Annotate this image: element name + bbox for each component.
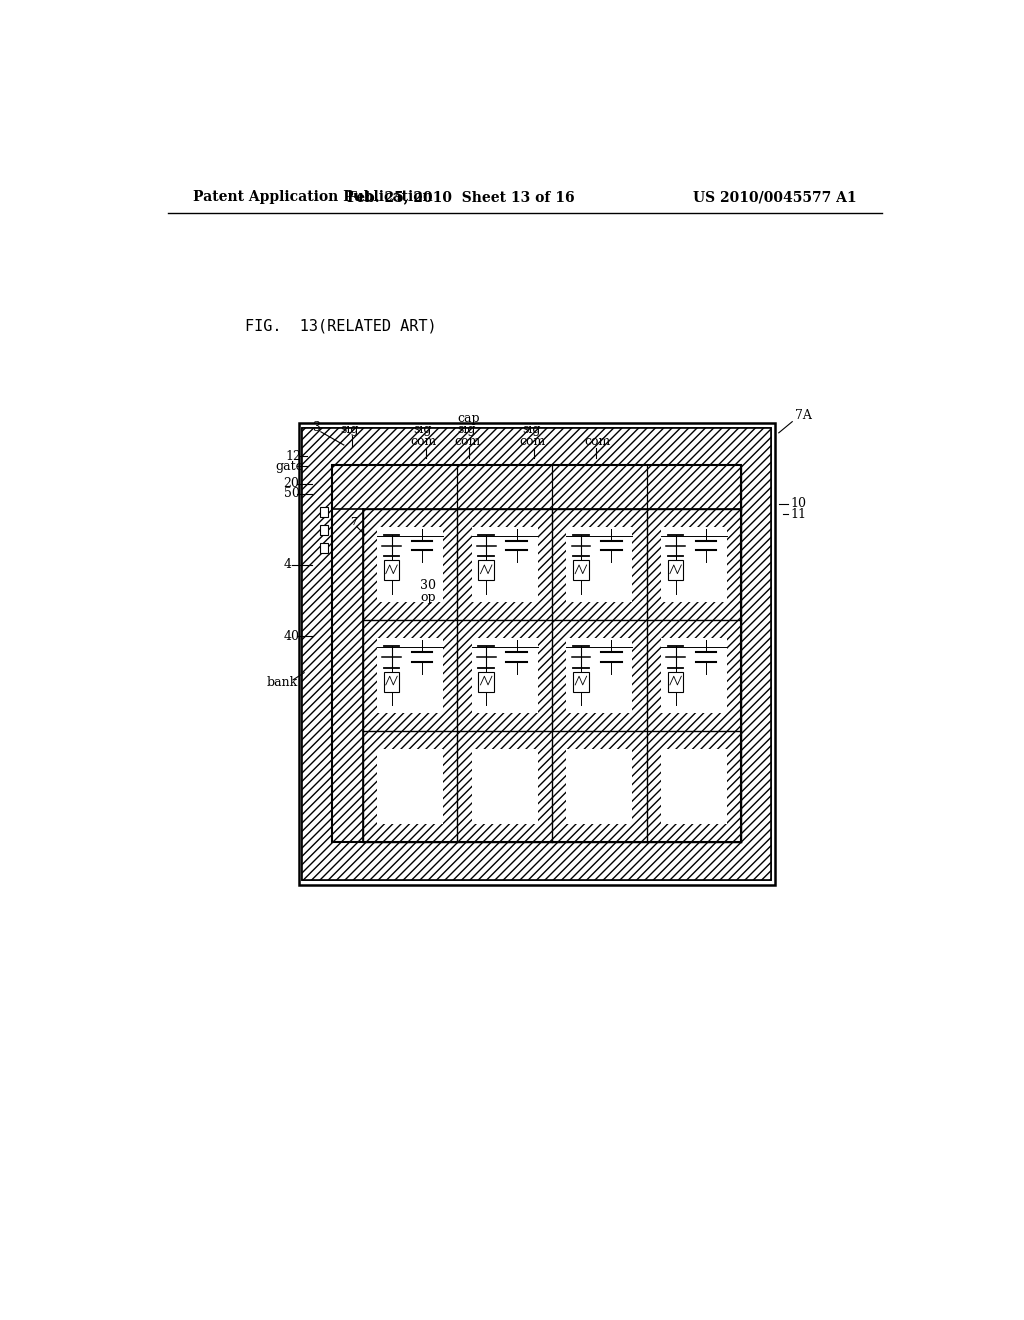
Bar <box>662 750 727 824</box>
Text: sig: sig <box>341 424 359 437</box>
Bar <box>332 466 741 842</box>
Bar <box>552 620 647 731</box>
Bar <box>478 560 494 581</box>
Bar <box>472 527 538 602</box>
Text: 10: 10 <box>791 498 807 511</box>
Bar <box>302 428 771 466</box>
Text: 20: 20 <box>284 477 299 490</box>
Bar <box>321 507 328 517</box>
Text: 7A: 7A <box>795 409 811 422</box>
Bar <box>458 508 552 620</box>
Bar <box>362 508 458 620</box>
Text: FIG.  13(RELATED ART): FIG. 13(RELATED ART) <box>246 318 437 334</box>
Bar <box>458 620 552 731</box>
Bar <box>302 466 332 842</box>
Bar <box>377 750 443 824</box>
Text: com: com <box>519 436 546 449</box>
Bar <box>472 750 538 824</box>
Bar <box>472 639 538 713</box>
Bar <box>377 527 443 602</box>
Bar <box>566 527 633 602</box>
Bar <box>377 639 443 713</box>
Bar <box>299 422 775 886</box>
Bar <box>302 428 771 880</box>
Bar <box>332 508 362 842</box>
Bar <box>384 672 399 692</box>
Bar <box>302 842 771 880</box>
Bar <box>668 560 683 581</box>
Text: sig: sig <box>458 424 476 437</box>
Text: 4: 4 <box>284 558 292 572</box>
Text: Feb. 25, 2010  Sheet 13 of 16: Feb. 25, 2010 Sheet 13 of 16 <box>347 190 575 205</box>
Text: 11: 11 <box>791 508 807 520</box>
Text: US 2010/0045577 A1: US 2010/0045577 A1 <box>693 190 857 205</box>
Bar <box>458 731 552 842</box>
Bar <box>552 731 647 842</box>
Text: com: com <box>411 436 437 449</box>
Bar <box>662 527 727 602</box>
Text: 40: 40 <box>284 630 300 643</box>
Bar <box>478 672 494 692</box>
Bar <box>566 639 633 713</box>
Bar <box>647 620 741 731</box>
Bar <box>741 466 771 842</box>
Bar <box>552 508 647 620</box>
Text: gate: gate <box>275 459 303 473</box>
Bar <box>566 750 633 824</box>
Text: sig: sig <box>522 424 541 437</box>
Bar <box>647 508 741 620</box>
Bar <box>321 544 328 553</box>
Text: bank: bank <box>267 676 298 689</box>
Bar <box>384 560 399 581</box>
Bar <box>573 672 589 692</box>
Text: 7: 7 <box>350 517 357 527</box>
Bar <box>362 731 458 842</box>
Text: sig: sig <box>414 424 432 437</box>
Bar <box>573 560 589 581</box>
Bar <box>662 639 727 713</box>
Bar <box>302 428 771 880</box>
Text: com: com <box>455 436 480 449</box>
Text: 12: 12 <box>285 450 301 463</box>
Text: Patent Application Publication: Patent Application Publication <box>194 190 433 205</box>
Text: 30: 30 <box>420 578 436 591</box>
Bar <box>647 731 741 842</box>
Text: 3: 3 <box>313 421 321 434</box>
Bar <box>362 620 458 731</box>
Bar <box>668 672 683 692</box>
Text: 50: 50 <box>284 487 299 500</box>
Text: com: com <box>585 436 610 449</box>
Text: cap: cap <box>458 412 480 425</box>
Text: op: op <box>420 591 435 605</box>
Bar <box>321 525 328 535</box>
Bar <box>332 466 741 508</box>
